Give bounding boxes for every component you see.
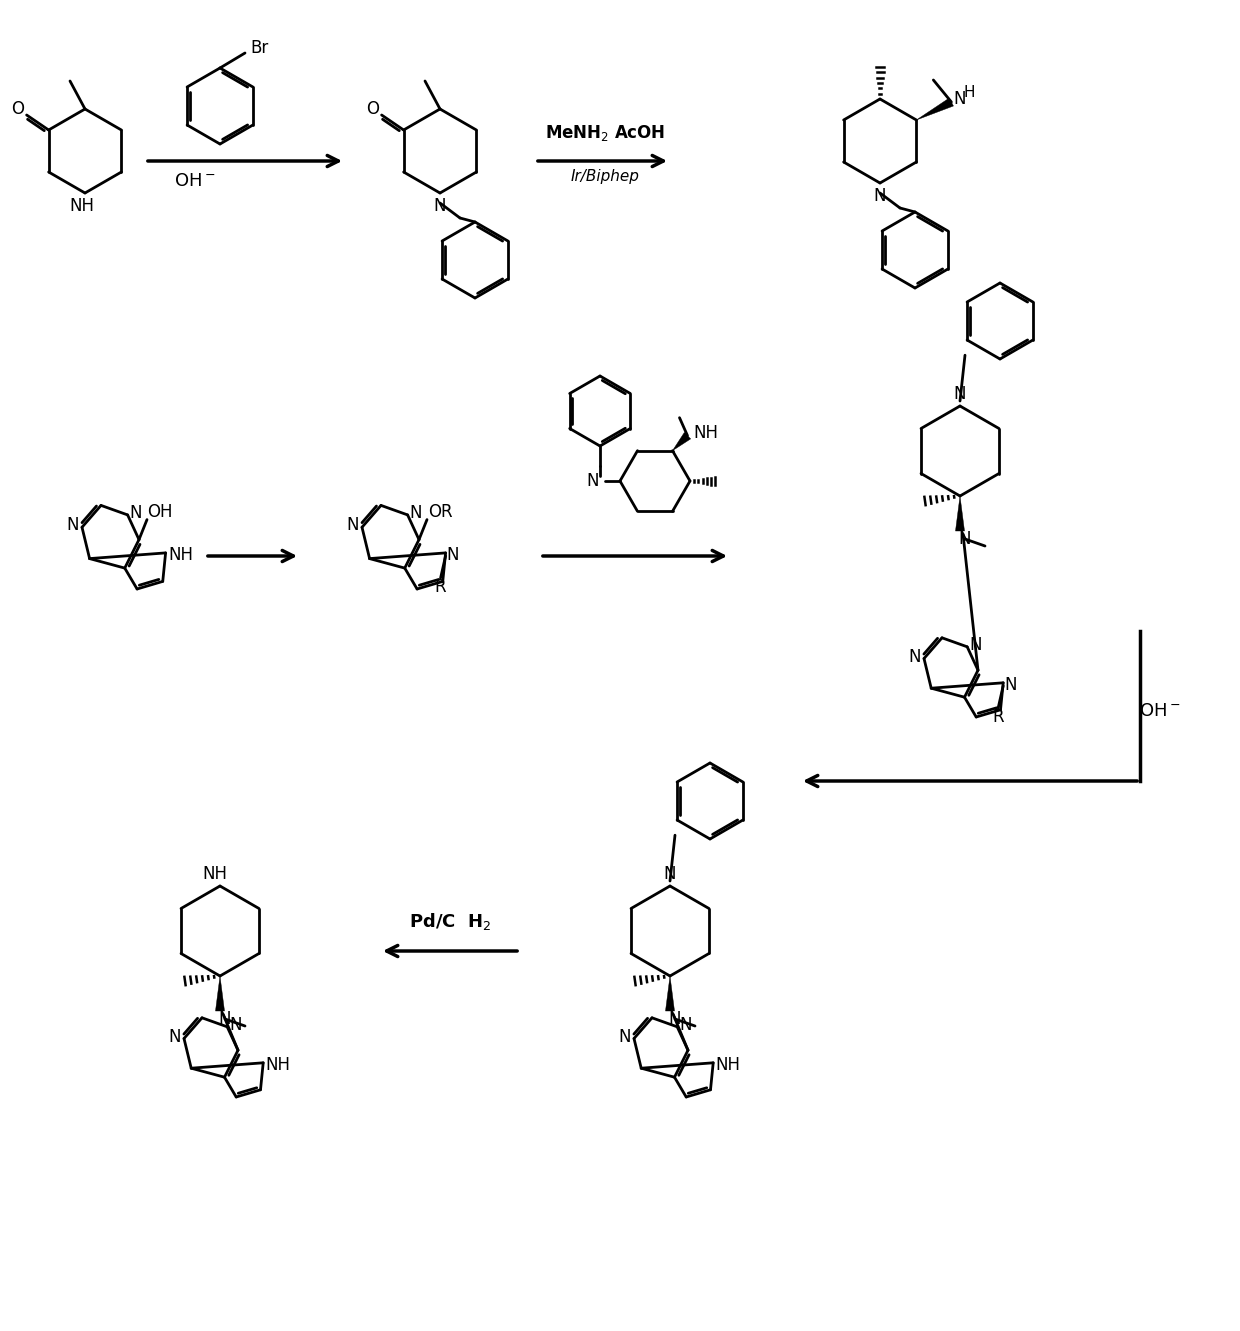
Text: R: R (992, 708, 1004, 725)
Text: OH$^-$: OH$^-$ (174, 172, 216, 190)
Text: NH: NH (202, 865, 227, 882)
Polygon shape (672, 433, 691, 451)
Text: Ir/Biphep: Ir/Biphep (570, 169, 640, 184)
Text: N: N (959, 530, 971, 548)
Polygon shape (916, 98, 954, 120)
Text: N: N (874, 186, 887, 205)
Text: N: N (909, 647, 921, 666)
Text: N: N (954, 91, 966, 108)
Text: OH: OH (148, 503, 172, 520)
Text: N: N (446, 546, 459, 564)
Text: Pd/C  H$_2$: Pd/C H$_2$ (409, 910, 491, 932)
Text: N: N (680, 1016, 692, 1034)
Text: N: N (169, 1028, 181, 1045)
Text: NH: NH (715, 1055, 740, 1074)
Text: N: N (1004, 676, 1017, 693)
Text: NH: NH (169, 546, 193, 564)
Text: Br: Br (250, 39, 269, 57)
Text: OR: OR (428, 503, 453, 520)
Text: N: N (434, 197, 446, 216)
Text: NH: NH (69, 197, 94, 216)
Text: R: R (435, 578, 446, 596)
Text: H: H (963, 84, 975, 100)
Text: N: N (409, 504, 422, 522)
Text: N: N (619, 1028, 631, 1045)
Text: N: N (347, 516, 360, 534)
Text: OH$^-$: OH$^-$ (1140, 701, 1180, 720)
Polygon shape (216, 976, 224, 1012)
Text: O: O (366, 100, 379, 118)
Text: N: N (968, 636, 981, 654)
Text: NH: NH (693, 423, 718, 442)
Text: NH: NH (265, 1055, 290, 1074)
Text: N: N (954, 385, 966, 403)
Polygon shape (666, 976, 675, 1012)
Polygon shape (956, 496, 965, 531)
Text: N: N (129, 504, 141, 522)
Text: N: N (67, 516, 79, 534)
Text: O: O (11, 100, 24, 118)
Text: N: N (663, 865, 676, 882)
Text: N: N (229, 1016, 242, 1034)
Text: N: N (668, 1010, 681, 1028)
Text: MeNH$_2$ AcOH: MeNH$_2$ AcOH (544, 122, 665, 142)
Text: N: N (218, 1010, 231, 1028)
Text: N: N (587, 473, 599, 490)
